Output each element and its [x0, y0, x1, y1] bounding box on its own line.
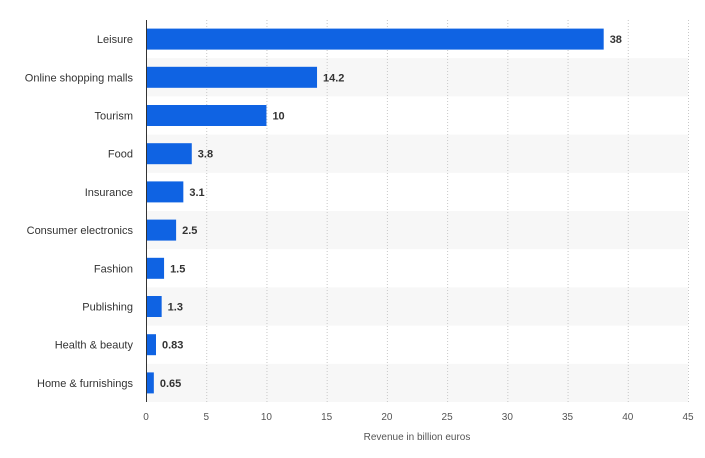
bar — [146, 105, 267, 126]
row-band — [146, 211, 688, 250]
gridlines — [206, 20, 689, 402]
category-label: Food — [108, 149, 133, 161]
x-tick-label: 15 — [321, 412, 333, 423]
bar — [146, 28, 604, 50]
bars — [146, 28, 604, 394]
category-label: Health & beauty — [55, 340, 134, 352]
bar — [146, 181, 184, 203]
value-label: 0.83 — [162, 340, 183, 352]
x-tick-label: 10 — [261, 412, 273, 423]
bar — [146, 296, 162, 317]
x-tick-label: 25 — [442, 412, 454, 423]
value-label: 3.8 — [198, 149, 213, 161]
category-label: Consumer electronics — [27, 225, 134, 237]
row-band — [146, 134, 688, 173]
value-label: 2.5 — [182, 225, 197, 237]
x-tick-label: 30 — [502, 412, 514, 423]
bar — [146, 143, 192, 165]
value-label: 3.1 — [189, 187, 204, 199]
category-label: Leisure — [97, 34, 133, 46]
bar — [146, 219, 177, 241]
x-axis-title: Revenue in billion euros — [364, 432, 471, 443]
category-label: Online shopping malls — [25, 72, 134, 84]
row-band — [146, 287, 688, 326]
x-tick-label: 45 — [682, 412, 694, 423]
category-label: Publishing — [82, 302, 133, 314]
bar — [146, 257, 165, 279]
x-tick-label: 40 — [622, 412, 634, 423]
value-label: 1.3 — [168, 302, 183, 314]
value-label: 0.65 — [160, 378, 181, 390]
category-labels: Leisure Online shopping malls Tourism Food I… — [25, 34, 134, 390]
bar — [146, 334, 156, 356]
value-label: 1.5 — [170, 263, 185, 275]
category-label: Tourism — [94, 111, 133, 123]
row-band — [146, 363, 688, 402]
x-tick-label: 0 — [143, 412, 149, 423]
x-tick-label: 35 — [562, 412, 574, 423]
value-label: 14.2 — [323, 72, 344, 84]
x-tick-labels: 0 5 10 15 20 25 30 35 40 45 — [143, 412, 694, 423]
value-label: 38 — [610, 34, 622, 46]
value-labels: 38 14.2 10 3.8 3.1 2.5 1.5 1.3 0.83 0.65 — [160, 34, 622, 390]
value-label: 10 — [272, 111, 284, 123]
row-bands — [146, 58, 688, 402]
bar — [146, 372, 154, 394]
x-tick-label: 20 — [381, 412, 393, 423]
x-tick-label: 5 — [203, 412, 209, 423]
category-label: Fashion — [94, 263, 133, 275]
bar — [146, 66, 318, 88]
category-label: Home & furnishings — [37, 378, 133, 390]
category-label: Insurance — [85, 187, 133, 199]
